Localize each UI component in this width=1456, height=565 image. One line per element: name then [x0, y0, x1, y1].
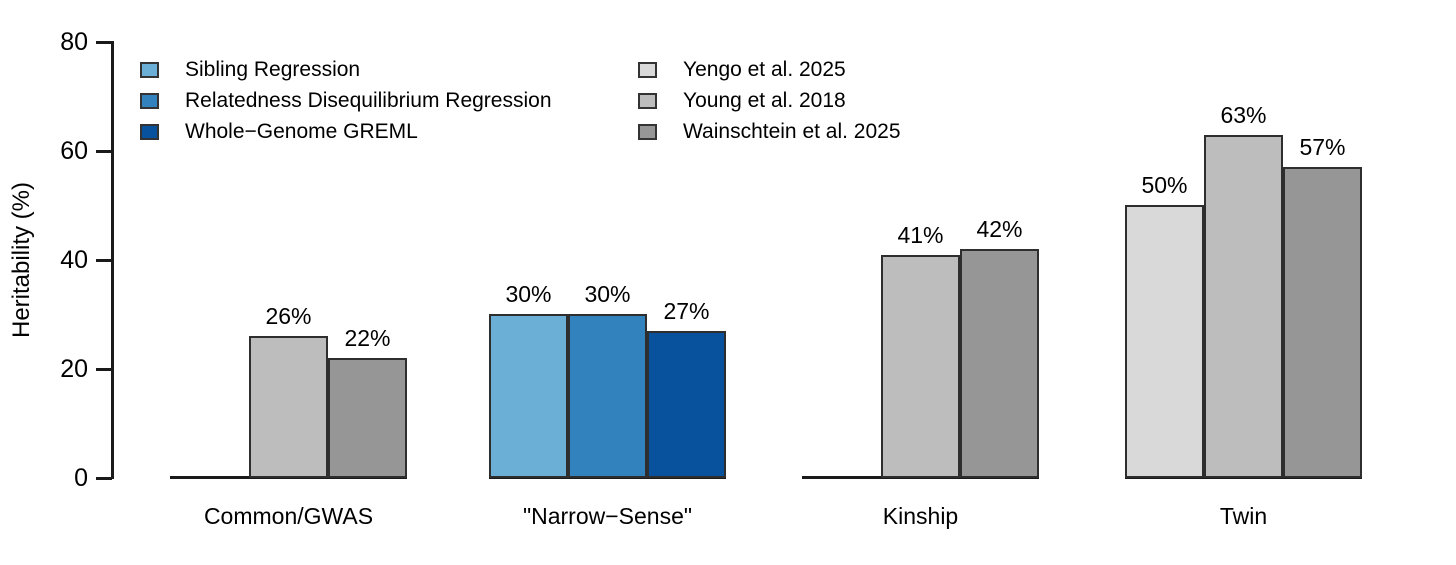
bar-value-label-common-gwas-young-et-al-2018: 26% [265, 303, 312, 329]
bar-value-label-kinship-young-et-al-2018: 41% [897, 222, 944, 248]
y-axis-tick-label: 40 [60, 246, 88, 274]
bar-kinship-wainschtein-et-al-2025 [960, 249, 1039, 478]
category-label-kinship: Kinship [882, 503, 959, 529]
bar-value-label-twin-yengo-et-al-2025: 50% [1141, 172, 1188, 198]
legend-entry-whole-genome-greml: Whole−Genome GREML [140, 116, 552, 147]
y-axis-tick [96, 476, 112, 480]
bar-value-label-common-gwas-wainschtein-et-al-2025: 22% [344, 325, 391, 351]
y-axis-tick [96, 149, 112, 153]
legend-column-1: Sibling Regression Relatedness Disequilib… [140, 54, 552, 147]
bar-kinship-young-et-al-2018 [881, 255, 960, 478]
bar-value-label-narrow-sense-relatedness-disequilibrium-regression: 30% [584, 281, 631, 307]
bar-twin-yengo-et-al-2025 [1125, 205, 1204, 478]
y-axis-line [111, 41, 114, 479]
bar-twin-young-et-al-2018 [1204, 135, 1283, 478]
legend-swatch-young-et-al-2018 [638, 92, 657, 109]
legend-column-2: Yengo et al. 2025 Young et al. 2018 Wainsc… [638, 54, 901, 147]
bar-value-label-narrow-sense-sibling-regression: 30% [505, 281, 552, 307]
category-label-common-gwas: Common/GWAS [203, 503, 374, 529]
legend-swatch-yengo-et-al-2025 [638, 61, 657, 78]
legend-entry-label: Yengo et al. 2025 [683, 57, 846, 81]
legend-entry-label: Young et al. 2018 [683, 88, 846, 112]
legend-entry-young-et-al-2018: Young et al. 2018 [638, 85, 901, 116]
legend-swatch-whole-genome-greml [140, 123, 159, 140]
y-axis-tick [96, 258, 112, 262]
bar-narrow-sense-relatedness-disequilibrium-regression [568, 314, 647, 478]
bar-value-label-twin-young-et-al-2018: 63% [1220, 102, 1267, 128]
legend-entry-wainschtein-et-al-2025: Wainschtein et al. 2025 [638, 116, 901, 147]
legend-entry-label: Wainschtein et al. 2025 [683, 119, 901, 143]
legend-entry-yengo-et-al-2025: Yengo et al. 2025 [638, 54, 901, 85]
legend-entry-label: Sibling Regression [185, 57, 361, 81]
legend-swatch-relatedness-disequilibrium-regression [140, 92, 159, 109]
y-axis-tick-label: 0 [74, 464, 88, 492]
legend-swatch-wainschtein-et-al-2025 [638, 123, 657, 140]
legend-entry-label: Relatedness Disequilibrium Regression [185, 88, 552, 112]
bar-common-gwas-young-et-al-2018 [249, 336, 328, 478]
legend-entry-relatedness-disequilibrium-regression: Relatedness Disequilibrium Regression [140, 85, 552, 116]
bar-narrow-sense-sibling-regression [489, 314, 568, 478]
bar-common-gwas-wainschtein-et-al-2025 [328, 358, 407, 478]
bar-narrow-sense-whole-genome-greml [647, 331, 726, 478]
legend-entry-sibling-regression: Sibling Regression [140, 54, 552, 85]
bar-value-label-kinship-wainschtein-et-al-2025: 42% [976, 216, 1023, 242]
bar-twin-wainschtein-et-al-2025 [1283, 167, 1362, 478]
category-label-narrow-sense: "Narrow−Sense" [522, 503, 693, 529]
bar-value-label-twin-wainschtein-et-al-2025: 57% [1299, 134, 1346, 160]
y-axis-tick-label: 20 [60, 355, 88, 383]
legend-swatch-sibling-regression [140, 61, 159, 78]
y-axis-tick [96, 367, 112, 371]
bar-value-label-narrow-sense-whole-genome-greml: 27% [663, 298, 710, 324]
category-label-twin: Twin [1219, 503, 1268, 529]
y-axis-tick-label: 80 [60, 28, 88, 56]
y-axis-tick-label: 60 [60, 137, 88, 165]
y-axis-tick [96, 40, 112, 44]
legend-entry-label: Whole−Genome GREML [185, 119, 418, 143]
